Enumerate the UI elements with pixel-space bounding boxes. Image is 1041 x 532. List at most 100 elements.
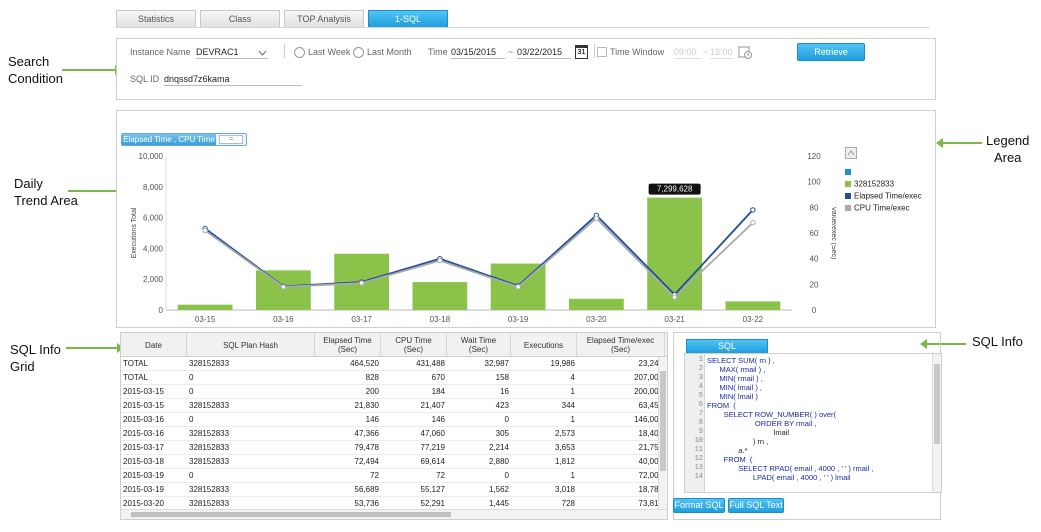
tooltip-text: 7,299,628 [657, 185, 693, 194]
grid-hscroll[interactable] [121, 509, 667, 519]
legend-swatch [845, 204, 851, 211]
series-point [358, 280, 365, 286]
grid-column-header[interactable]: CPU Time (Sec) [381, 333, 447, 357]
tab-top-analysis[interactable]: TOP Analysis [284, 10, 364, 28]
table-cell: 18,409 [638, 429, 663, 438]
instance-select[interactable]: DEVRAC1 [196, 46, 268, 59]
last-month-radio[interactable] [353, 47, 364, 58]
grid-column-header[interactable]: Elapsed Time/exec (Sec) [577, 333, 665, 357]
line-number: 11 [694, 446, 703, 454]
legend-item[interactable]: 328152833 [845, 179, 894, 189]
tooltip-box [648, 183, 701, 195]
grid-column-header[interactable]: Elapsed Time (Sec) [315, 333, 381, 357]
table-cell: 79,478 [354, 443, 379, 452]
y-tick-label: 8,000 [143, 183, 164, 192]
grid-column-header[interactable]: Executions [511, 333, 577, 357]
table-cell: 200 [365, 387, 379, 396]
format-sql-button[interactable]: Format SQL [673, 498, 725, 513]
time-from-input[interactable]: 09:00 [674, 46, 702, 59]
table-row[interactable]: 2015-03-16 328152833 47,366 47,060 305 2,573 1… [121, 427, 667, 441]
grid-vscroll-thumb[interactable] [660, 371, 666, 471]
grid-column-header[interactable]: Date [121, 333, 187, 357]
tab-1-sql[interactable]: 1-SQL [368, 10, 448, 28]
legend-swatch [845, 168, 851, 175]
retrieve-button[interactable]: Retrieve [797, 43, 865, 61]
y-tick-label: 4,000 [143, 244, 164, 253]
table-cell: 2015-03-16 [123, 429, 164, 438]
sql-info-grid: Date SQL Plan Hash Elapsed Time (Sec) CPU T… [120, 332, 668, 520]
legend-item[interactable]: CPU Time/exec [845, 203, 910, 213]
series-point [671, 294, 678, 300]
clock-calendar-icon[interactable] [738, 45, 752, 59]
table-cell: 40,008 [638, 457, 663, 466]
legend-export-icon[interactable] [845, 147, 857, 159]
chevron-down-icon[interactable] [258, 50, 267, 56]
grid-column-header[interactable]: SQL Plan Hash [187, 333, 315, 357]
y2-axis-label: Value/exec (Sec) [830, 207, 836, 260]
grid-column-header[interactable]: Wait Time (Sec) [447, 333, 511, 357]
code-vscroll-thumb[interactable] [934, 364, 940, 444]
line-number: 14 [694, 473, 703, 481]
code-vscroll[interactable] [932, 354, 941, 492]
table-cell: 73,813 [638, 499, 663, 508]
y2-tick-label: 20 [810, 280, 819, 289]
sql-id-input[interactable]: dnqssd7z6kama [164, 73, 302, 86]
arrow-search-condition [62, 65, 122, 75]
table-cell: 423 [495, 401, 509, 410]
line-number: 3 [698, 374, 703, 382]
table-cell: 77,219 [420, 443, 445, 452]
table-cell: 670 [431, 373, 445, 382]
table-cell: 328152833 [189, 429, 230, 438]
grid-header: Date SQL Plan Hash Elapsed Time (Sec) CPU T… [121, 333, 667, 357]
table-cell: 2015-03-20 [123, 499, 164, 508]
chart-toggle[interactable]: Elapsed Time , CPU Time = [121, 133, 247, 146]
x-tick-label: 03-19 [508, 315, 529, 324]
date-to-input[interactable]: 03/22/2015 [517, 46, 571, 59]
grid-vscroll[interactable] [658, 357, 667, 509]
y2-tick-label: 100 [807, 178, 821, 187]
table-row[interactable]: 2015-03-19 0 72 72 0 1 72,000 [121, 469, 667, 483]
instance-name-label: Instance Name [130, 47, 191, 57]
full-sql-text-button[interactable]: Full SQL Text [728, 498, 784, 513]
y-axis-label: Executions Total [131, 207, 138, 258]
table-row[interactable]: TOTAL 0 828 670 158 4 207,000 [121, 371, 667, 385]
legend-item[interactable] [845, 167, 854, 177]
table-cell: 19,986 [550, 359, 575, 368]
table-row[interactable]: 2015-03-18 328152833 72,494 69,614 2,880 1,81… [121, 455, 667, 469]
time-label: Time [428, 47, 448, 57]
table-row[interactable]: 2015-03-16 0 146 146 0 1 146,000 [121, 413, 667, 427]
grid-hscroll-thumb[interactable] [131, 512, 451, 517]
y-tick-label: 2,000 [143, 275, 164, 284]
date-from-input[interactable]: 03/15/2015 [451, 46, 505, 59]
time-window-checkbox[interactable] [597, 47, 607, 57]
y2-tick-label: 120 [807, 152, 821, 161]
chart-toggle-switch[interactable]: = [219, 135, 243, 144]
table-cell: TOTAL [123, 359, 149, 368]
time-to-input[interactable]: 18:00 [710, 47, 734, 59]
table-row[interactable]: 2015-03-15 328152833 21,830 21,407 423 344 63,… [121, 399, 667, 413]
table-cell: 431,488 [416, 359, 445, 368]
table-cell: 4 [570, 373, 575, 382]
tab-statistics[interactable]: Statistics [116, 10, 196, 28]
calendar-icon[interactable]: 31 [575, 45, 588, 59]
y2-tick-label: 80 [810, 203, 819, 212]
table-cell: 1 [570, 415, 575, 424]
table-cell: 146,000 [634, 415, 663, 424]
last-week-radio[interactable] [294, 47, 305, 58]
table-row[interactable]: 2015-03-17 328152833 79,478 77,219 2,214 3,65… [121, 441, 667, 455]
sql-code-viewer[interactable]: 1 SELECT SUM( rn ) , 2 MAX( rmail ) , 3 MIN… [684, 353, 942, 493]
table-cell: 328152833 [189, 499, 230, 508]
bar [647, 197, 703, 310]
code-line: MIN( rmail ) , [707, 374, 763, 383]
sql-id-label: SQL ID [130, 74, 160, 84]
table-row[interactable]: TOTAL 328152833 464,520 431,488 32,987 19,986… [121, 357, 667, 371]
table-row[interactable]: 2015-03-19 328152833 56,689 55,127 1,562 3,01… [121, 483, 667, 497]
table-cell: 2015-03-15 [123, 387, 164, 396]
legend-item[interactable]: Elapsed Time/exec [845, 191, 922, 201]
table-row[interactable]: 2015-03-15 0 200 184 16 1 200,000 [121, 385, 667, 399]
code-line: ORDER BY rmail , [707, 419, 817, 428]
tab-class[interactable]: Class [200, 10, 280, 28]
tab-sql[interactable]: SQL [686, 339, 768, 354]
legend-swatch [845, 192, 851, 199]
table-cell: 207,000 [634, 373, 663, 382]
